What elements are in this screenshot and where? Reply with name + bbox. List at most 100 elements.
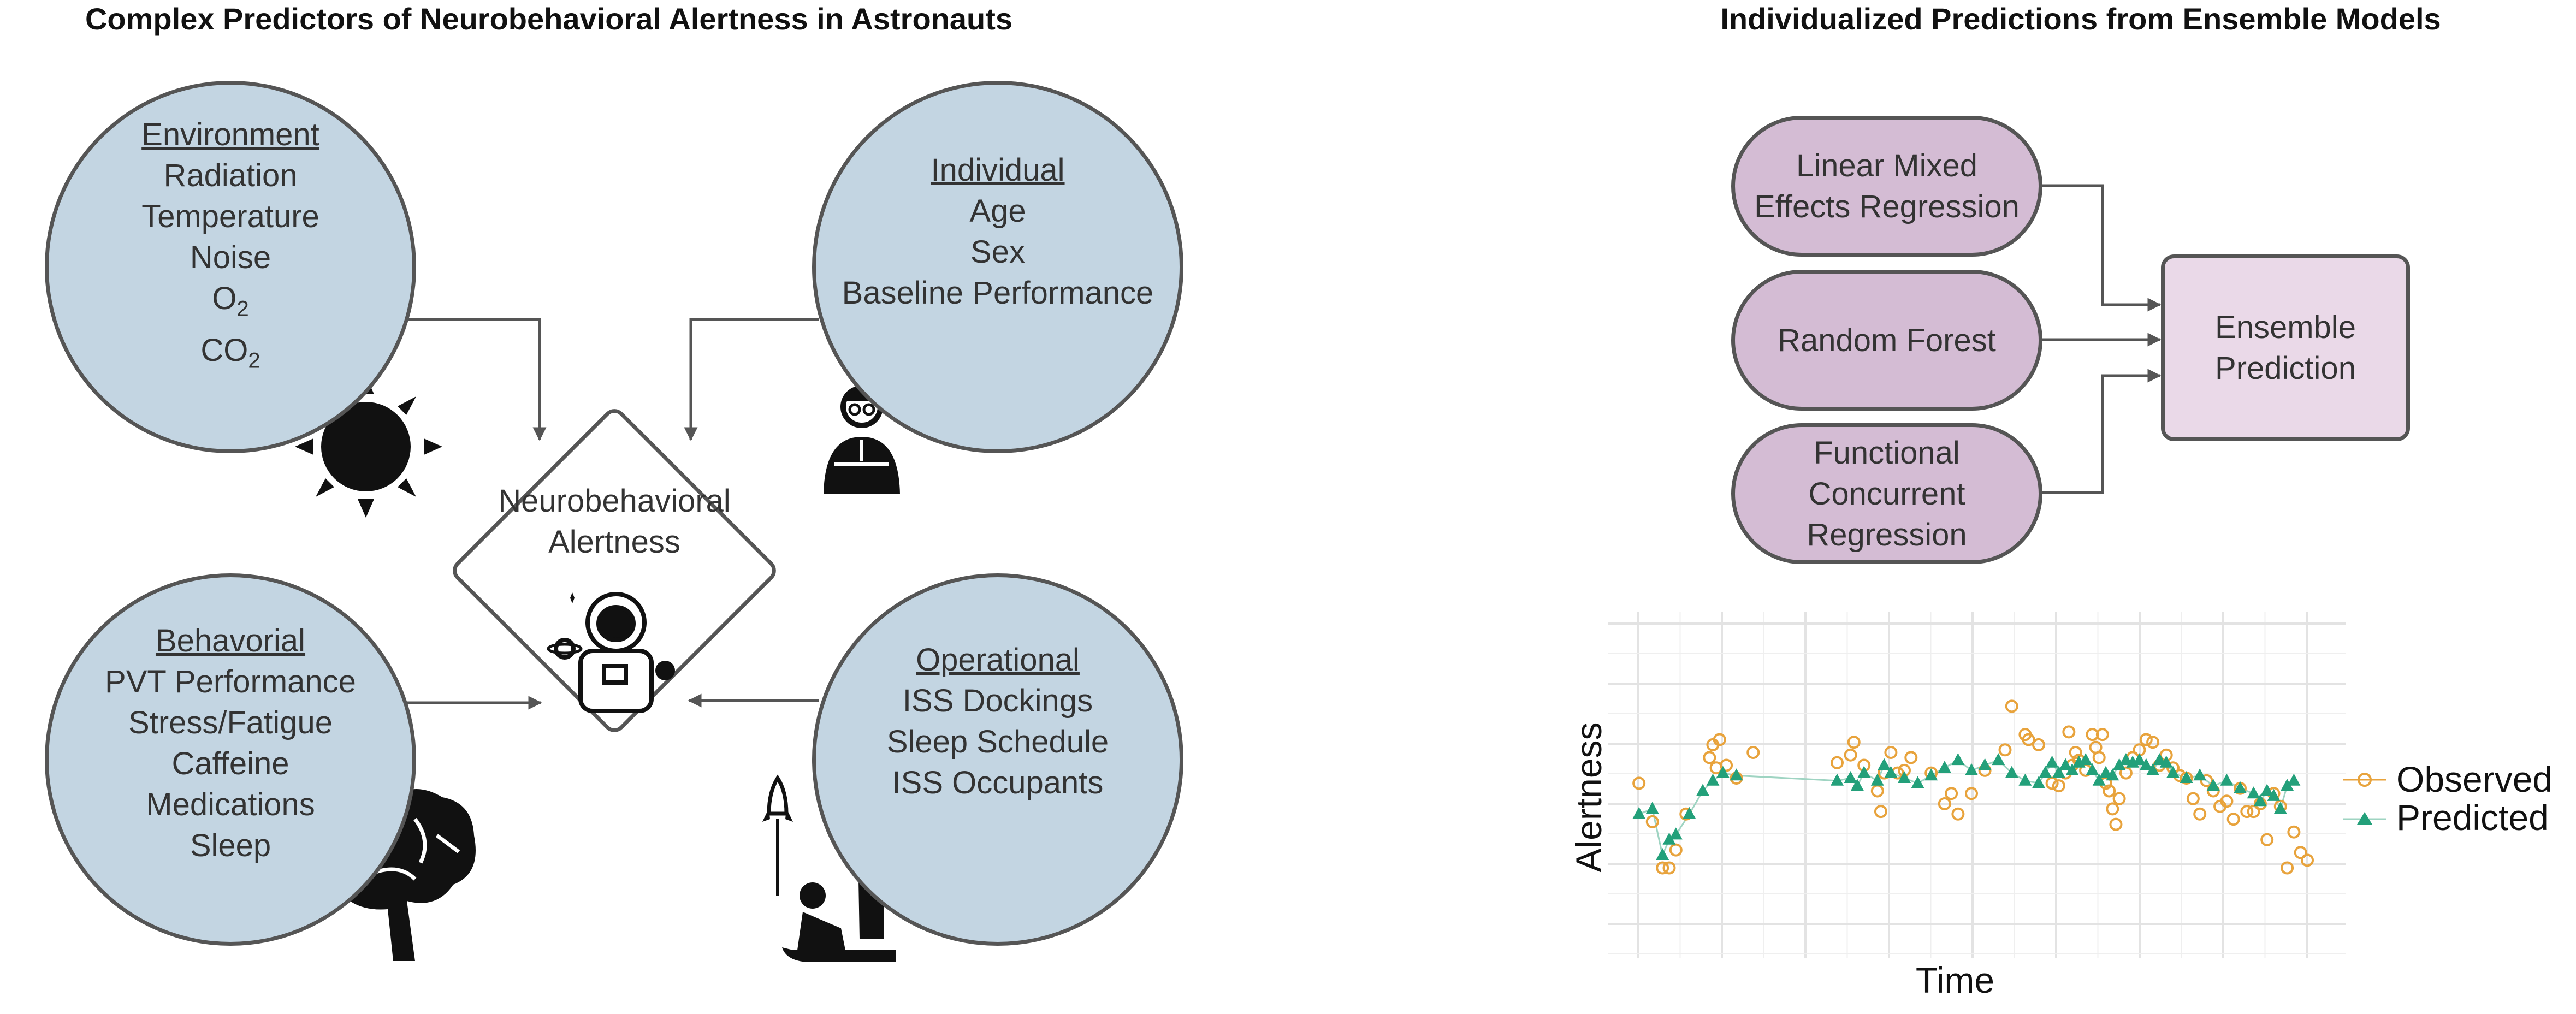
x-axis-label: Time: [1916, 960, 1994, 1000]
observed-point: [2220, 794, 2234, 808]
predicted-point: [1696, 784, 1709, 796]
observed-point: [1844, 748, 1857, 762]
predicted-point: [1683, 807, 1696, 819]
observed-point: [1656, 861, 1669, 875]
right-panel-title: Individualized Predictions from Ensemble…: [1720, 2, 2441, 36]
predicted-point: [1965, 763, 1978, 775]
predicted-point: [2086, 763, 2099, 775]
observed-point: [1904, 751, 1918, 764]
environment-heading: Environment: [141, 117, 319, 153]
behavioral-item: Stress/Fatigue: [128, 705, 333, 740]
predicted-point: [1730, 768, 1743, 781]
predicted-point: [1662, 832, 1676, 845]
behavioral-item: Sleep: [190, 828, 271, 863]
observed-point: [2092, 751, 2106, 764]
predicted-point: [2260, 784, 2274, 796]
observed-point: [2062, 725, 2076, 739]
observed-point: [1720, 758, 1733, 772]
predicted-point: [2018, 773, 2032, 786]
operational-item: ISS Occupants: [892, 765, 1104, 800]
predicted-point: [2206, 779, 2220, 791]
model-label-line: Random Forest: [1778, 322, 1996, 358]
legend-predicted-label: Predicted: [2396, 797, 2549, 838]
predicted-point: [1656, 848, 1669, 860]
observed-point: [2119, 766, 2133, 780]
center-label-line: Neurobehavioral: [498, 483, 731, 519]
observed-point: [2022, 733, 2035, 746]
observed-point: [2069, 746, 2082, 759]
observed-point: [1965, 787, 1978, 800]
observed-point: [2281, 861, 2294, 875]
predicted-point: [2045, 755, 2059, 768]
chart-grid: [1608, 612, 2346, 958]
predicted-point: [2287, 773, 2301, 786]
predicted-point: [2166, 766, 2180, 778]
legend: Observed Predicted: [2343, 759, 2553, 838]
predicted-point: [2005, 766, 2018, 778]
arrow-individual-to-center: [684, 318, 819, 441]
environment-item-o2: O2: [212, 281, 249, 321]
predicted-point: [2247, 786, 2260, 799]
model-label-line: Regression: [1807, 517, 1967, 553]
predicted-point: [2079, 753, 2093, 766]
observed-point: [2106, 802, 2119, 816]
predicted-point: [2180, 771, 2193, 783]
operational-oval: Operational ISS Dockings Sleep Schedule …: [812, 573, 1183, 946]
predicted-point: [1716, 766, 1730, 778]
predicted-point: [1870, 773, 1884, 786]
predicted-point: [2220, 773, 2234, 786]
environment-oval: Environment Radiation Temperature Noise …: [45, 81, 416, 453]
observed-point: [2186, 792, 2200, 805]
observed-point: [2294, 846, 2307, 859]
predicted-point: [2039, 766, 2052, 778]
model-label-line: Concurrent: [1808, 476, 1965, 512]
predicted-point: [2032, 776, 2045, 788]
predicted-point: [2253, 794, 2267, 807]
observed-point: [1632, 776, 1646, 790]
observed-point: [2139, 733, 2153, 746]
observed-point: [1831, 756, 1844, 769]
observed-point: [2045, 776, 2059, 790]
observed-point: [2247, 805, 2260, 819]
arrow-environment-to-center: [404, 318, 547, 441]
predicted-point: [1938, 761, 1951, 773]
observed-point: [1998, 743, 2012, 757]
behavioral-heading: Behavorial: [155, 623, 306, 659]
observed-point: [1746, 746, 1760, 759]
predicted-point: [1706, 773, 1720, 786]
predicted-point: [1911, 776, 1924, 788]
observed-point: [2200, 774, 2213, 787]
center-label-line: Alertness: [548, 524, 680, 560]
predicted-point: [1978, 758, 1992, 770]
operational-item: ISS Dockings: [902, 683, 1093, 719]
predicted-point: [1850, 779, 1864, 791]
observed-point: [1645, 815, 1659, 828]
observed-point: [2032, 738, 2045, 751]
environment-item: Noise: [190, 240, 271, 276]
predicted-point: [2139, 758, 2153, 770]
behavioral-item: PVT Performance: [105, 664, 356, 699]
behavioral-item: Medications: [146, 787, 315, 822]
predicted-point: [2065, 763, 2079, 775]
environment-item-co2: CO2: [200, 333, 260, 373]
model-label-line: Effects Regression: [1754, 189, 2020, 224]
predicted-series: [1632, 753, 2301, 860]
observed-point: [2146, 736, 2160, 749]
sun-icon: [295, 376, 442, 518]
individual-item: Baseline Performance: [842, 275, 1154, 311]
predicted-point: [1924, 768, 1938, 781]
observed-point: [2301, 853, 2314, 867]
observed-point: [1874, 805, 1887, 819]
operational-item: Sleep Schedule: [886, 724, 1109, 760]
behavioral-item: Caffeine: [171, 746, 289, 781]
observed-point: [1662, 861, 1676, 875]
predicted-point: [1857, 766, 1871, 778]
individual-item: Age: [969, 193, 1026, 229]
center-diamond: [453, 409, 776, 732]
predicted-point: [2193, 768, 2207, 781]
predicted-point: [1884, 766, 1898, 778]
predicted-point: [1632, 807, 1646, 819]
left-panel-title: Complex Predictors of Neurobehavioral Al…: [85, 2, 1013, 36]
predicted-point: [2092, 773, 2106, 786]
